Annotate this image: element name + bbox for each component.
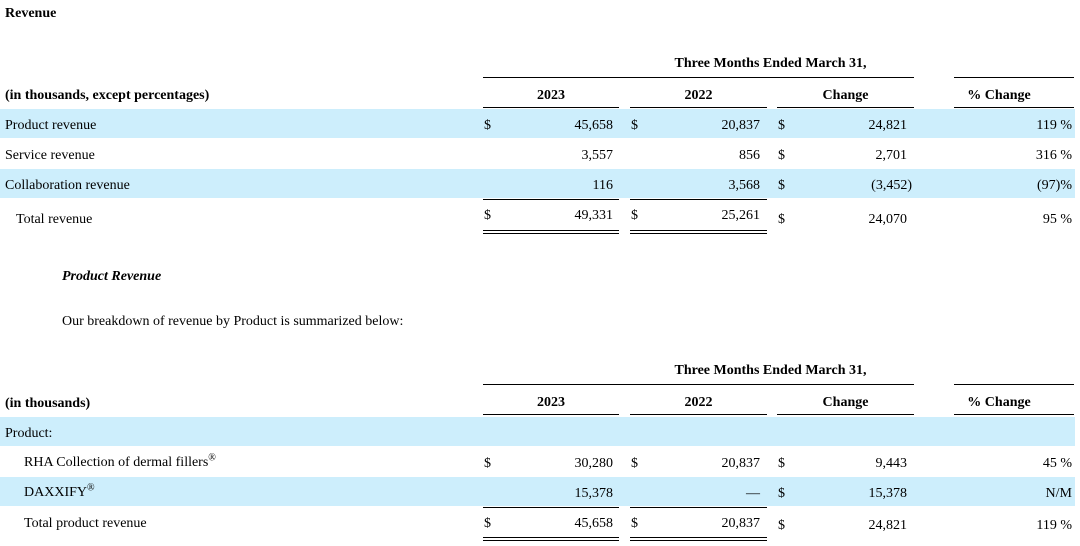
row-label: Product revenue <box>5 118 97 133</box>
currency-symbol: $ <box>778 486 785 501</box>
value-pct-change: 316 % <box>1035 148 1072 163</box>
total-double-rule <box>483 230 619 234</box>
value-2022: 20,837 <box>721 456 761 471</box>
value-2022: — <box>746 486 760 501</box>
column-rule <box>954 414 1074 415</box>
value-2023: 45,658 <box>574 118 614 133</box>
column-header-2022: 2022 <box>684 395 713 410</box>
currency-symbol: $ <box>631 208 638 223</box>
header-rule <box>483 384 914 385</box>
currency-symbol: $ <box>631 516 638 531</box>
currency-symbol: $ <box>484 516 491 531</box>
value-pct-change: (97)% <box>1037 178 1072 193</box>
currency-symbol: $ <box>484 208 491 223</box>
column-header-2022: 2022 <box>684 88 713 103</box>
group-row: Product: <box>0 417 1075 446</box>
subtotal-rule <box>483 507 619 508</box>
value-change: 2,701 <box>875 148 908 163</box>
value-2023: 116 <box>592 178 613 193</box>
value-pct-change: 95 % <box>1042 212 1072 227</box>
value-change: 24,070 <box>868 212 908 227</box>
header-rule <box>954 384 1074 385</box>
value-change: (3,452) <box>871 178 912 193</box>
currency-symbol: $ <box>631 118 638 133</box>
currency-symbol: $ <box>484 456 491 471</box>
value-change: 9,443 <box>875 456 908 471</box>
value-change: 15,378 <box>868 486 908 501</box>
currency-symbol: $ <box>778 518 785 533</box>
total-double-rule <box>630 230 767 234</box>
column-header-change: Change <box>822 88 869 103</box>
column-rule <box>777 107 914 108</box>
value-change: 24,821 <box>868 118 908 133</box>
page-title: Revenue <box>5 6 57 21</box>
column-header-change: Change <box>822 395 869 410</box>
currency-symbol: $ <box>778 212 785 227</box>
currency-symbol: $ <box>778 456 785 471</box>
section-heading: Product Revenue <box>62 269 162 284</box>
currency-symbol: $ <box>484 118 491 133</box>
value-pct-change: 119 % <box>1036 518 1072 533</box>
header-rule <box>483 77 914 78</box>
row-label: Service revenue <box>5 148 95 163</box>
value-2023: 15,378 <box>574 486 614 501</box>
currency-symbol: $ <box>778 148 785 163</box>
column-rule <box>777 414 914 415</box>
value-2022: 25,261 <box>721 208 761 223</box>
unit-label: (in thousands) <box>5 396 91 411</box>
row-label: RHA Collection of dermal fillers® <box>24 452 216 470</box>
subtotal-rule <box>630 199 767 200</box>
value-2023: 49,331 <box>574 208 614 223</box>
table-row: Collaboration revenue 116 3,568 $ (3,452… <box>0 169 1075 198</box>
header-rule <box>954 77 1074 78</box>
total-row: Total revenue $ 49,331 $ 25,261 $ 24,070… <box>0 202 1075 231</box>
currency-symbol: $ <box>631 456 638 471</box>
column-header-2023: 2023 <box>537 88 565 103</box>
value-2022: 20,837 <box>721 516 761 531</box>
value-2022: 856 <box>739 148 760 163</box>
value-2023: 3,557 <box>581 148 614 163</box>
total-row: Total product revenue $ 45,658 $ 20,837 … <box>0 509 1075 538</box>
registered-mark: ® <box>208 452 216 464</box>
value-pct-change: 45 % <box>1042 456 1072 471</box>
group-label: Product: <box>5 426 53 441</box>
subtotal-rule <box>630 507 767 508</box>
column-rule <box>483 414 619 415</box>
unit-label: (in thousands, except percentages) <box>5 88 210 103</box>
value-2023: 45,658 <box>574 516 614 531</box>
period-header: Three Months Ended March 31, <box>674 56 867 71</box>
row-label: Total product revenue <box>24 516 147 531</box>
column-header-pct-change: % Change <box>967 395 1031 410</box>
value-2022: 3,568 <box>728 178 761 193</box>
row-label: Collaboration revenue <box>5 178 130 193</box>
value-2023: 30,280 <box>574 456 614 471</box>
column-rule <box>483 107 619 108</box>
column-rule <box>630 414 767 415</box>
column-rule <box>630 107 767 108</box>
period-header: Three Months Ended March 31, <box>674 363 867 378</box>
table-row: DAXXIFY® 15,378 — $ 15,378 N/M <box>0 477 1075 506</box>
column-rule <box>954 107 1074 108</box>
total-double-rule <box>630 537 767 541</box>
value-change: 24,821 <box>868 518 908 533</box>
table-row: Product revenue $ 45,658 $ 20,837 $ 24,8… <box>0 109 1075 138</box>
registered-mark: ® <box>87 482 95 494</box>
currency-symbol: $ <box>778 118 785 133</box>
column-header-2023: 2023 <box>537 395 565 410</box>
column-header-pct-change: % Change <box>967 88 1031 103</box>
row-label: DAXXIFY® <box>24 482 95 500</box>
table-row: Service revenue 3,557 856 $ 2,701 316 % <box>0 139 1075 168</box>
value-pct-change: N/M <box>1045 486 1072 501</box>
total-double-rule <box>483 537 619 541</box>
subtotal-rule <box>483 199 619 200</box>
row-label: Total revenue <box>16 212 93 227</box>
intro-text: Our breakdown of revenue by Product is s… <box>62 314 404 329</box>
value-pct-change: 119 % <box>1036 118 1072 133</box>
table-row: RHA Collection of dermal fillers® $ 30,2… <box>0 447 1075 476</box>
currency-symbol: $ <box>778 178 785 193</box>
value-2022: 20,837 <box>721 118 761 133</box>
